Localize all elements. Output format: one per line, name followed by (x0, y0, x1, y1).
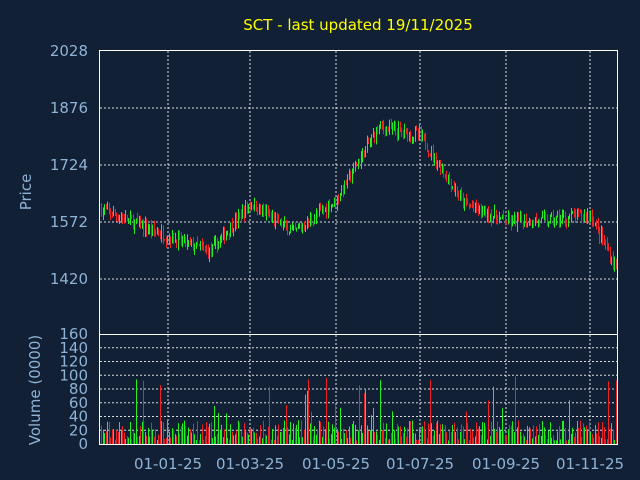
volume-tick-label: 100 (59, 366, 88, 384)
volume-tick-label: 120 (59, 353, 88, 371)
price-tick-label: 1724 (50, 156, 88, 174)
price-candles (101, 118, 617, 272)
volume-bars (101, 376, 617, 444)
volume-tick-label: 0 (78, 435, 88, 453)
price-tick-label: 2028 (50, 42, 88, 60)
volume-tick-label: 80 (69, 380, 88, 398)
volume-tick-label: 40 (69, 408, 88, 426)
volume-tick-label: 160 (59, 325, 88, 343)
date-tick-label: 01-07-25 (386, 455, 454, 473)
price-panel-frame (99, 50, 618, 335)
volume-panel-frame (99, 334, 618, 445)
price-tick-label: 1876 (50, 99, 88, 117)
volume-tick-label: 60 (69, 394, 88, 412)
volume-axis-label: Volume (0000) (26, 335, 44, 445)
axis-tick-labels: 2028 1876 1724 1572 1420 16014012010080604020… (50, 42, 624, 473)
price-axis-label: Price (17, 174, 35, 211)
date-tick-label: 01-09-25 (472, 455, 540, 473)
date-tick-label: 01-05-25 (302, 455, 370, 473)
grid-lines (100, 51, 617, 444)
chart-title: SCT - last updated 19/11/2025 (243, 16, 473, 34)
date-tick-label: 01-03-25 (216, 455, 284, 473)
date-tick-label: 01-01-25 (134, 455, 202, 473)
volume-tick-label: 140 (59, 339, 88, 357)
date-tick-label: 01-11-25 (556, 455, 624, 473)
price-tick-label: 1572 (50, 213, 88, 231)
volume-tick-label: 20 (69, 421, 88, 439)
price-tick-label: 1420 (50, 270, 88, 288)
